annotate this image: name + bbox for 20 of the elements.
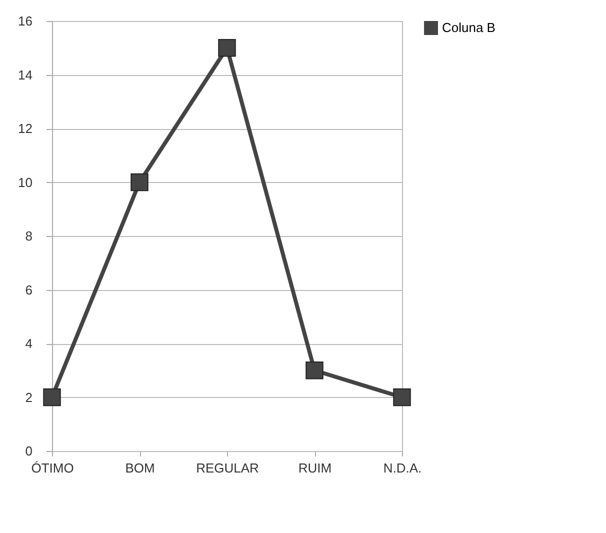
x-tick-label: REGULAR [196, 460, 259, 476]
x-tick-label: N.D.A. [383, 460, 422, 476]
x-tick-label: RUIM [298, 460, 332, 476]
x-tick-label: ÓTIMO [31, 460, 74, 476]
y-tick-label: 8 [25, 228, 32, 244]
point [130, 173, 148, 192]
y-tick-label: 10 [18, 174, 32, 190]
point [393, 388, 411, 406]
y-tick-label: 14 [18, 67, 32, 82]
y-tick-label: 4 [25, 336, 32, 351]
y-tick-label: 0 [25, 444, 32, 458]
x-tick-label: BOM [125, 460, 155, 476]
point [306, 362, 324, 380]
point [43, 388, 61, 406]
y-tick-label: 6 [25, 282, 32, 298]
legend-label: Coluna B [442, 20, 496, 35]
y-tick-label: 12 [18, 121, 32, 136]
y-tick-label: 16 [18, 14, 32, 28]
y-tick-label: 2 [25, 390, 32, 405]
point [218, 39, 236, 57]
